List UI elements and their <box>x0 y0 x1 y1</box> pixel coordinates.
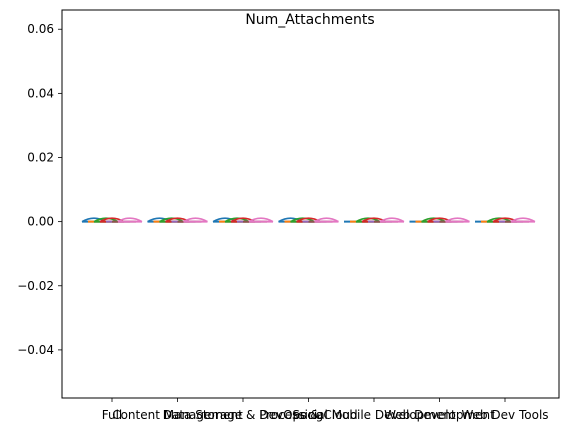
y-tick-label: 0.00 <box>27 215 54 229</box>
y-tick-label: −0.02 <box>17 279 54 293</box>
y-tick-label: 0.04 <box>27 86 54 100</box>
y-axis: −0.04 −0.02 0.00 0.02 0.04 0.06 <box>17 22 62 357</box>
chart-title: Num_Attachments <box>245 12 374 28</box>
violin-marks <box>82 218 535 222</box>
y-tick-label: 0.02 <box>27 151 54 165</box>
x-tick-label: Web Dev Tools <box>461 408 548 422</box>
y-tick-label: 0.06 <box>27 22 54 36</box>
plot-area-frame <box>62 10 559 398</box>
y-tick-label: −0.04 <box>17 343 54 357</box>
